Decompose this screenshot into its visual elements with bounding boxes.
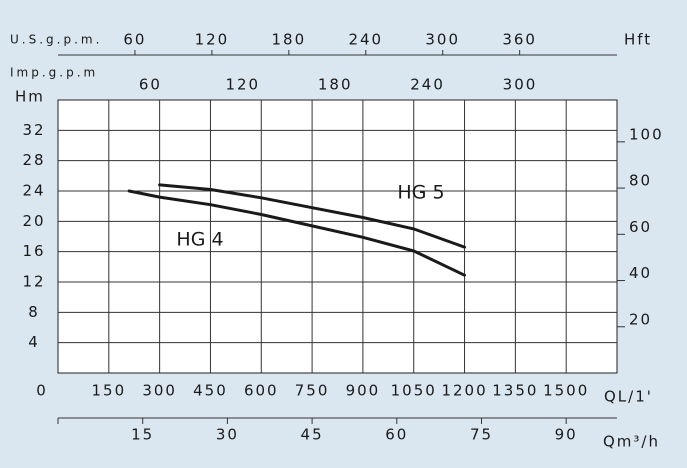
y-tick-label: 16 [22,242,45,260]
y2-tick-label: 40 [629,264,652,282]
secondary-tick-label: 180 [272,31,307,49]
series-label: HG 5 [397,182,444,204]
y-tick-label: 4 [28,333,40,351]
secondary-tick-label: 15 [131,426,154,444]
y-tick-label: 20 [22,212,45,230]
secondary-tick-label: 120 [225,76,260,94]
x-tick-label: 150 [91,382,126,400]
secondary-tick-label: 300 [425,31,460,49]
secondary-tick-label: 30 [216,426,239,444]
series-label: HG 4 [176,229,223,251]
x-tick-label: 750 [295,382,330,400]
x-tick-label: 900 [346,382,381,400]
axis-title: U.S.g.p.m. [10,33,102,47]
x-tick-label: 300 [142,382,177,400]
secondary-tick-label: 120 [195,31,230,49]
y-tick-label: 24 [22,182,45,200]
y2-axis-title: Hft [624,31,652,49]
axis-title: Imp.g.p.m [10,66,98,80]
x-tick-label: 1200 [441,382,487,400]
x-tick-label: 450 [193,382,228,400]
y2-tick-label: 20 [629,310,652,328]
x-tick-label: 1350 [492,382,538,400]
x-tick-label: 1050 [391,382,437,400]
secondary-tick-label: 240 [348,31,383,49]
secondary-tick-label: 180 [318,76,353,94]
curve [158,183,466,249]
y2-tick-label: 60 [629,218,652,236]
x-axis-title: QL/1' [604,388,653,406]
y-tick-label: 12 [22,273,45,291]
curve [127,189,466,277]
x-tick-label: 600 [244,382,279,400]
secondary-tick-label: 90 [555,426,578,444]
secondary-tick-label: 75 [470,426,493,444]
secondary-tick-label: 240 [410,76,445,94]
y-tick-label: 32 [22,121,45,139]
y2-tick-label: 100 [629,125,664,143]
axis-title: Qm³/h [603,433,660,451]
y-tick-label: 28 [22,151,45,169]
secondary-tick-label: 45 [301,426,324,444]
y-axis-title: Hm [15,88,45,106]
secondary-tick-label: 360 [502,31,537,49]
secondary-tick-label: 60 [385,426,408,444]
secondary-tick-label: 300 [503,76,538,94]
secondary-tick-label: 60 [139,76,162,94]
y-tick-label: 8 [28,303,40,321]
secondary-tick-label: 60 [123,31,146,49]
y2-tick-label: 80 [629,172,652,190]
x-tick-label: 1500 [543,382,589,400]
x-tick-label: 0 [36,382,48,400]
plot-area [57,99,618,374]
